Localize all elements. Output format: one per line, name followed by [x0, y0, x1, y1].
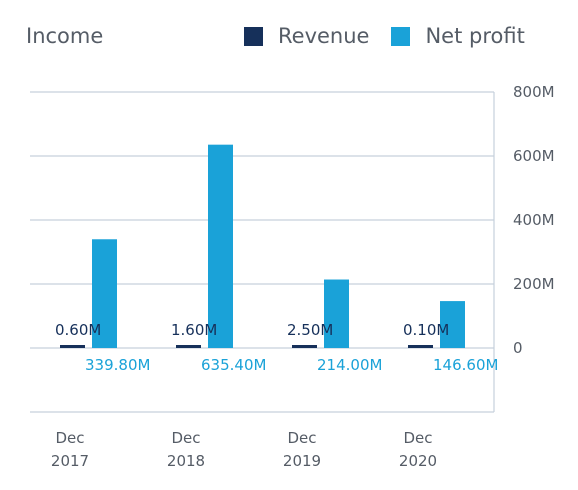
x-tick-label-year: 2019: [283, 452, 321, 470]
chart-title: Income: [26, 24, 104, 48]
revenue-bar: [176, 345, 201, 348]
x-tick-label-year: 2017: [51, 452, 89, 470]
net-profit-data-label: 339.80M: [85, 356, 150, 374]
x-tick-label-month: Dec: [171, 429, 200, 447]
net-profit-bar: [324, 279, 349, 348]
revenue-bar: [60, 345, 85, 348]
x-tick-label-year: 2018: [167, 452, 205, 470]
y-tick-label: 800M: [513, 83, 555, 101]
x-tick-label-year: 2020: [399, 452, 437, 470]
revenue-data-label: 0.60M: [55, 321, 101, 339]
revenue-bar: [292, 345, 317, 348]
revenue-data-label: 2.50M: [287, 321, 333, 339]
legend-swatch-revenue: [244, 26, 263, 46]
revenue-bar: [408, 345, 433, 348]
y-tick-label: 600M: [513, 147, 555, 165]
x-tick-label-month: Dec: [403, 429, 432, 447]
revenue-data-label: 1.60M: [171, 321, 217, 339]
revenue-data-label: 0.10M: [403, 321, 449, 339]
x-tick-label-month: Dec: [55, 429, 84, 447]
y-tick-label: 400M: [513, 211, 555, 229]
net-profit-data-label: 146.60M: [433, 356, 498, 374]
net-profit-bar: [440, 301, 465, 348]
legend: Revenue Net profit: [244, 24, 547, 48]
y-tick-label: 0: [513, 339, 523, 357]
net-profit-data-label: 214.00M: [317, 356, 382, 374]
legend-label-revenue: Revenue: [278, 24, 370, 48]
x-tick-label-month: Dec: [287, 429, 316, 447]
y-tick-label: 200M: [513, 275, 555, 293]
net-profit-bar: [208, 144, 233, 348]
legend-item-net-profit[interactable]: Net profit: [391, 24, 525, 48]
legend-swatch-net-profit: [391, 26, 411, 46]
legend-label-net-profit: Net profit: [425, 24, 525, 48]
net-profit-data-label: 635.40M: [201, 356, 266, 374]
net-profit-bar: [92, 239, 117, 348]
legend-item-revenue[interactable]: Revenue: [244, 24, 369, 48]
